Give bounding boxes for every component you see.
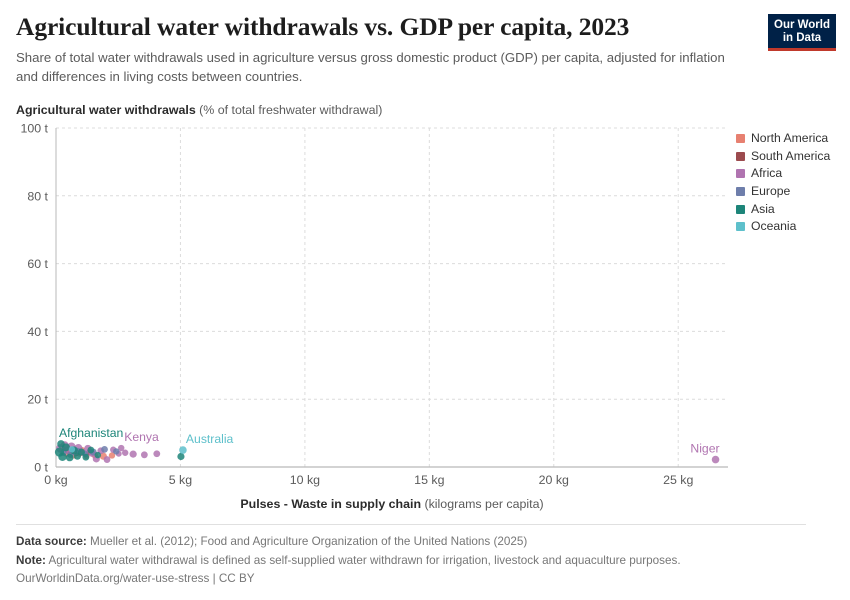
x-axis-tick-label: 5 kg <box>169 473 193 487</box>
chart-subtitle: Share of total water withdrawals used in… <box>16 50 725 84</box>
data-point[interactable] <box>103 456 111 463</box>
data-point[interactable] <box>121 449 129 456</box>
owid-logo-line1: Our World <box>774 19 831 31</box>
legend-item-south-america[interactable]: South America <box>736 148 848 166</box>
legend-item-oceania[interactable]: Oceania <box>736 218 848 236</box>
legend-item-africa[interactable]: Africa <box>736 165 848 183</box>
footer-data-source-label: Data source: <box>16 535 87 548</box>
point-label: Niger <box>690 442 719 456</box>
y-axis-tick-label: 0 t <box>34 461 48 475</box>
data-point[interactable] <box>108 452 116 459</box>
point-label: Afghanistan <box>59 426 123 440</box>
continent-legend[interactable]: North America South America Africa Europe As… <box>736 130 848 236</box>
footer-note: Note: Agricultural water withdrawal is d… <box>16 552 806 571</box>
x-axis-tick-label: 15 kg <box>414 473 444 487</box>
y-axis-caption: Agricultural water withdrawals (% of tot… <box>16 103 382 117</box>
page-title: Agricultural water withdrawals vs. GDP p… <box>16 12 630 41</box>
data-point[interactable] <box>113 448 120 455</box>
legend-swatch-icon <box>736 187 745 197</box>
data-point[interactable] <box>94 451 102 459</box>
legend-swatch-icon <box>736 169 745 179</box>
y-axis-tick-label: 100 t <box>20 122 48 136</box>
y-axis-tick-label: 60 t <box>27 257 48 271</box>
data-point[interactable] <box>118 444 125 452</box>
y-axis-tick-label: 20 t <box>27 393 48 407</box>
series-africa <box>56 441 720 464</box>
series-oceania <box>68 446 187 454</box>
data-point[interactable] <box>179 446 187 454</box>
legend-item-label: Oceania <box>751 219 797 234</box>
data-point[interactable] <box>57 440 65 448</box>
x-axis-tick-label: 20 kg <box>539 473 569 487</box>
data-point[interactable] <box>140 451 148 459</box>
data-point[interactable] <box>68 446 76 453</box>
footer-note-label: Note: <box>16 553 46 567</box>
data-point[interactable] <box>65 453 74 462</box>
point-label: Kenya <box>124 430 159 444</box>
y-axis-caption-strong: Agricultural water withdrawals <box>16 103 196 117</box>
legend-item-north-america[interactable]: North America <box>736 130 848 148</box>
legend-swatch-icon <box>736 151 745 161</box>
legend-swatch-icon <box>736 134 745 144</box>
y-axis-tick-label: 40 t <box>27 325 48 339</box>
x-axis-title: Pulses - Waste in supply chain (kilogram… <box>240 497 543 511</box>
data-point[interactable] <box>177 452 185 461</box>
footer-license[interactable]: OurWorldinData.org/water-use-stress | CC… <box>16 572 255 585</box>
data-point[interactable] <box>129 450 137 458</box>
data-point[interactable] <box>87 446 95 454</box>
x-axis-title-strong: Pulses - Waste in supply chain <box>240 497 421 511</box>
legend-item-europe[interactable]: Europe <box>736 183 848 201</box>
legend-item-label: South America <box>751 148 831 163</box>
data-point[interactable] <box>101 445 108 453</box>
x-axis-tick-label: 10 kg <box>290 473 320 487</box>
legend-swatch-icon <box>736 204 745 214</box>
data-point[interactable] <box>82 453 90 461</box>
point-label: Australia <box>186 432 234 446</box>
x-axis-tick-label: 0 kg <box>44 473 68 487</box>
data-point[interactable] <box>58 452 67 462</box>
legend-item-label: Africa <box>751 166 783 181</box>
data-point[interactable] <box>77 448 85 456</box>
chart-header: Agricultural water withdrawals vs. GDP p… <box>16 12 756 86</box>
legend-item-label: North America <box>751 131 829 146</box>
legend-item-label: Asia <box>751 201 775 216</box>
legend-item-asia[interactable]: Asia <box>736 200 848 218</box>
legend-swatch-icon <box>736 222 745 232</box>
data-point[interactable] <box>153 450 161 458</box>
legend-item-label: Europe <box>751 184 791 199</box>
y-axis-caption-unit: (% of total freshwater withdrawal) <box>195 103 383 117</box>
chart-footer: Data source: Mueller et al. (2012); Food… <box>16 524 806 589</box>
footer-note-text: Agricultural water withdrawal is defined… <box>45 553 681 567</box>
footer-data-source: Data source: Mueller et al. (2012); Food… <box>16 533 806 552</box>
owid-logo-line2: in Data <box>782 31 822 44</box>
x-axis-tick-label: 25 kg <box>663 473 693 487</box>
data-point[interactable] <box>711 455 720 464</box>
x-axis-title-unit: (kilograms per capita) <box>421 497 544 511</box>
y-axis-tick-label: 80 t <box>27 189 48 203</box>
owid-logo[interactable]: Our World in Data <box>768 14 836 51</box>
footer-data-source-text: Mueller et al. (2012); Food and Agricult… <box>86 535 528 548</box>
